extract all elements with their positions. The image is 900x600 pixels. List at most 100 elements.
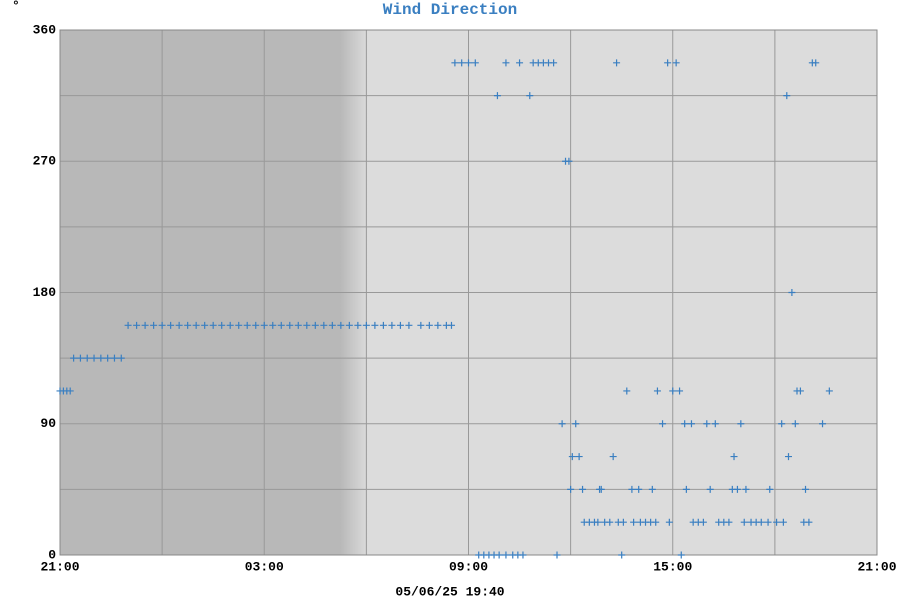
marker: [201, 321, 209, 329]
y-tick-label: 90: [40, 416, 56, 431]
marker: [737, 420, 745, 428]
marker: [652, 518, 660, 526]
marker: [495, 551, 503, 559]
y-tick-label: 0: [48, 547, 56, 562]
y-tick-label: 360: [33, 22, 57, 37]
unit-mark: °: [12, 0, 20, 13]
marker: [502, 551, 510, 559]
marker: [425, 321, 433, 329]
marker: [493, 92, 501, 100]
marker: [519, 551, 527, 559]
marker: [277, 321, 285, 329]
marker: [699, 518, 707, 526]
marker: [659, 420, 667, 428]
marker: [825, 387, 833, 395]
marker: [594, 518, 602, 526]
marker: [740, 518, 748, 526]
marker: [243, 321, 251, 329]
marker: [320, 321, 328, 329]
marker: [175, 321, 183, 329]
marker: [788, 289, 796, 296]
marker: [141, 321, 149, 329]
marker: [572, 420, 580, 428]
marker: [110, 354, 118, 362]
marker: [124, 321, 132, 329]
marker: [558, 420, 566, 428]
marker: [90, 354, 98, 362]
marker: [158, 321, 166, 329]
marker: [76, 354, 84, 362]
marker: [778, 420, 786, 428]
marker: [405, 321, 413, 329]
marker: [192, 321, 200, 329]
marker: [226, 321, 234, 329]
marker: [648, 485, 656, 493]
marker: [337, 321, 345, 329]
marker: [458, 59, 466, 67]
marker: [623, 387, 631, 395]
marker: [791, 420, 799, 428]
marker: [619, 518, 627, 526]
plot-frame: [59, 29, 878, 556]
marker: [184, 321, 192, 329]
marker: [609, 453, 617, 461]
x-tick-label: 15:00: [653, 559, 692, 574]
marker: [235, 321, 243, 329]
marker: [682, 485, 690, 493]
timestamp: 05/06/25 19:40: [395, 584, 504, 599]
marker: [362, 321, 370, 329]
marker: [730, 453, 738, 461]
marker: [396, 321, 404, 329]
marker: [388, 321, 396, 329]
marker: [260, 321, 268, 329]
marker: [311, 321, 319, 329]
marker: [575, 453, 583, 461]
marker: [303, 321, 311, 329]
marker: [97, 354, 105, 362]
marker: [630, 518, 638, 526]
marker: [706, 485, 714, 493]
marker: [294, 321, 302, 329]
marker: [526, 92, 534, 100]
marker: [70, 354, 78, 362]
marker: [676, 387, 684, 395]
x-tick-label: 09:00: [449, 559, 488, 574]
marker: [133, 321, 141, 329]
marker: [628, 485, 636, 493]
marker: [167, 321, 175, 329]
marker: [579, 485, 587, 493]
x-tick-label: 21:00: [857, 559, 896, 574]
marker: [672, 59, 680, 67]
marker: [784, 453, 792, 461]
marker: [252, 321, 260, 329]
marker: [687, 420, 695, 428]
markers: [56, 59, 833, 559]
marker: [669, 387, 677, 395]
marker: [117, 354, 125, 362]
marker: [757, 518, 765, 526]
y-tick-label: 270: [33, 154, 57, 169]
marker: [66, 387, 74, 395]
x-tick-label: 21:00: [40, 559, 79, 574]
marker: [434, 321, 442, 329]
marker: [451, 59, 459, 67]
marker: [328, 321, 336, 329]
marker: [218, 321, 226, 329]
marker: [665, 518, 673, 526]
marker: [471, 59, 479, 67]
marker: [269, 321, 277, 329]
marker: [83, 354, 91, 362]
marker: [783, 92, 791, 100]
marker: [568, 453, 576, 461]
marker: [502, 59, 510, 67]
marker: [379, 321, 387, 329]
marker: [653, 387, 661, 395]
marker: [635, 485, 643, 493]
marker: [371, 321, 379, 329]
marker: [417, 321, 425, 329]
marker: [725, 518, 733, 526]
marker: [553, 551, 561, 559]
marker: [796, 387, 804, 395]
marker: [703, 420, 711, 428]
